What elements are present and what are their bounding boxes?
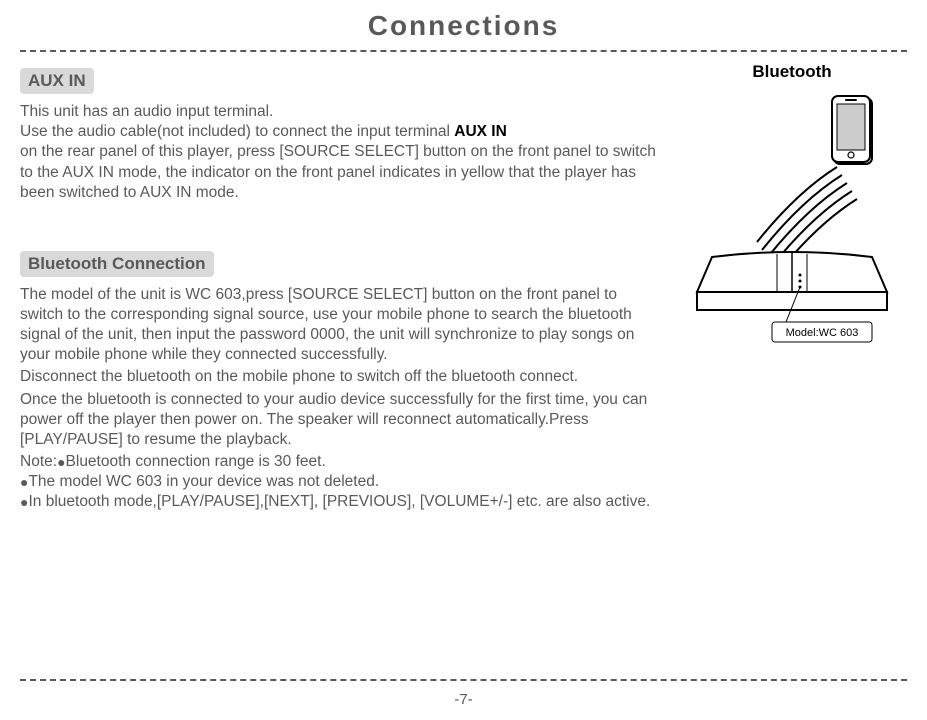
bluetooth-heading: Bluetooth bbox=[677, 62, 907, 82]
bluetooth-diagram: Model:WC 603 bbox=[682, 92, 902, 372]
speaker-icon bbox=[697, 252, 887, 310]
page-number: -7- bbox=[20, 691, 907, 708]
note2: The model WC 603 in your device was not … bbox=[28, 473, 379, 490]
bt-p1: The model of the unit is WC 603,press [S… bbox=[20, 285, 657, 366]
model-label-text: Model:WC 603 bbox=[786, 327, 859, 339]
note3: In bluetooth mode,[PLAY/PAUSE],[NEXT], [… bbox=[28, 493, 650, 510]
note1: Bluetooth connection range is 30 feet. bbox=[66, 453, 326, 470]
aux-line3: on the rear panel of this player, press … bbox=[20, 143, 656, 200]
bluetooth-connection-label: Bluetooth Connection bbox=[20, 251, 214, 277]
bt-notes: Note:●Bluetooth connection range is 30 f… bbox=[20, 452, 657, 512]
page-title: Connections bbox=[20, 10, 907, 42]
model-label-box: Model:WC 603 bbox=[772, 322, 872, 342]
right-column: Bluetooth bbox=[677, 62, 907, 514]
content-row: AUX IN This unit has an audio input term… bbox=[20, 62, 907, 514]
aux-text: This unit has an audio input terminal. U… bbox=[20, 102, 657, 203]
left-column: AUX IN This unit has an audio input term… bbox=[20, 62, 657, 514]
bt-p2: Disconnect the bluetooth on the mobile p… bbox=[20, 367, 657, 387]
diagram-svg: Model:WC 603 bbox=[682, 92, 902, 372]
bullet-icon: ● bbox=[57, 454, 65, 470]
phone-icon bbox=[832, 96, 872, 164]
note-prefix: Note: bbox=[20, 453, 57, 470]
aux-in-label: AUX IN bbox=[20, 68, 94, 94]
aux-line1: This unit has an audio input terminal. bbox=[20, 103, 273, 120]
top-divider bbox=[20, 50, 907, 52]
footer: -7- bbox=[20, 675, 907, 708]
bottom-divider bbox=[20, 679, 907, 681]
aux-line2a: Use the audio cable(not included) to con… bbox=[20, 123, 454, 140]
bt-p3: Once the bluetooth is connected to your … bbox=[20, 390, 657, 450]
aux-bold: AUX IN bbox=[454, 123, 507, 140]
